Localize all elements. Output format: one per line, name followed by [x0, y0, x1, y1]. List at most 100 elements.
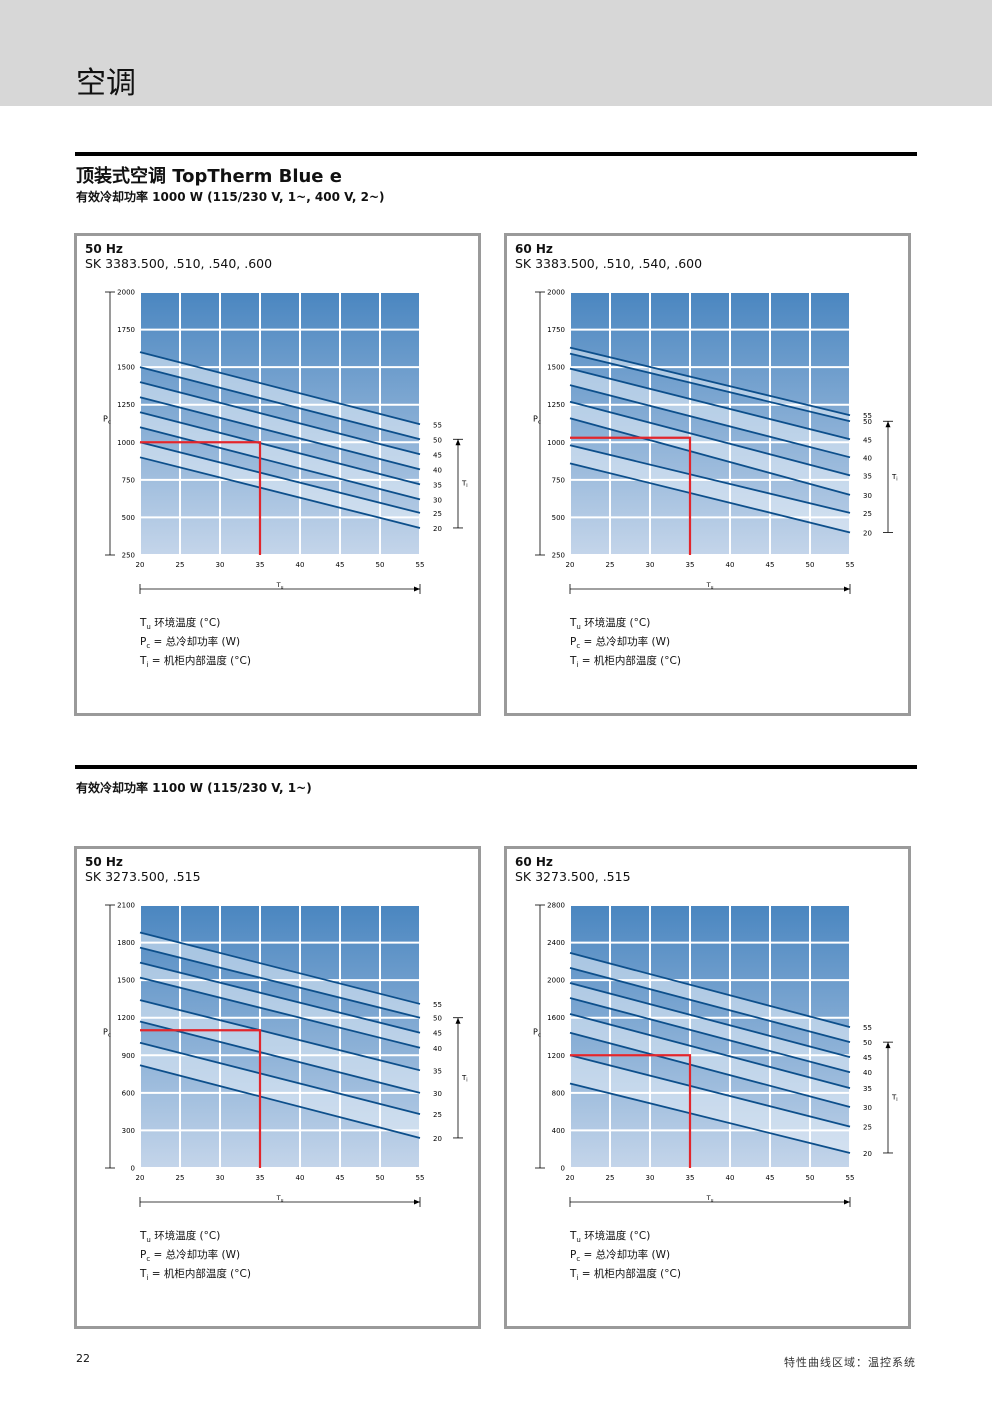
- x-axis-label: Tu: [706, 581, 714, 591]
- ti-label: 25: [863, 510, 872, 518]
- x-tick-label: 25: [606, 1174, 615, 1182]
- ti-axis-label: Ti: [891, 1094, 898, 1104]
- series-line-45: [569, 367, 851, 441]
- series-line-25: [569, 1054, 851, 1128]
- x-axis-arrow: [414, 1199, 420, 1205]
- ti-label: 45: [863, 436, 872, 444]
- series-line-35: [139, 999, 421, 1072]
- chart-model: SK 3383.500, .510, .540, .600: [85, 256, 273, 271]
- y-tick-label: 250: [122, 552, 135, 560]
- y-tick-label: 800: [552, 1089, 565, 1097]
- chart-title: 50 Hz: [85, 242, 123, 256]
- curve-band: [570, 445, 850, 533]
- curve-band: [570, 401, 850, 495]
- series-line-20: [569, 462, 851, 534]
- series-line-35: [569, 400, 851, 477]
- chart-model: SK 3273.500, .515: [515, 869, 631, 884]
- y-tick-label: 2000: [547, 977, 565, 985]
- x-axis-label: Tu: [276, 581, 284, 591]
- legend-ti: Ti = 机柜内部温度 (°C): [140, 654, 251, 673]
- chart-model: SK 3383.500, .510, .540, .600: [515, 256, 703, 271]
- x-tick-label: 50: [806, 561, 815, 569]
- ti-label: 40: [863, 1069, 872, 1077]
- legend-symbol: T: [570, 655, 577, 668]
- x-tick-label: 40: [296, 1174, 305, 1182]
- series-line-40: [569, 997, 851, 1074]
- legend-symbol: T: [570, 617, 577, 629]
- legend-text: 环境温度 (°C): [150, 1230, 221, 1242]
- x-tick-label: 40: [726, 1174, 735, 1182]
- legend-symbol: P: [140, 1249, 147, 1262]
- ti-label: 50: [433, 436, 442, 444]
- chart-panel-4: 60 Hz SK 3273.500, .515 Pc 0 400 800 1200 1600 2…: [504, 846, 911, 1329]
- x-tick-label: 35: [686, 1174, 695, 1182]
- legend-symbol: T: [140, 1268, 147, 1281]
- ti-label: 40: [433, 466, 442, 474]
- ti-label: 30: [433, 1090, 442, 1098]
- legend-tu: Tu 环境温度 (°C): [140, 616, 251, 635]
- chart-legend: Tu 环境温度 (°C) Pc = 总冷却功率 (W) Ti = 机柜内部温度 (°…: [570, 616, 681, 673]
- y-tick-label: 0: [561, 1165, 565, 1173]
- curve-band: [140, 1000, 420, 1093]
- section-rule-2: [75, 765, 917, 769]
- ti-label: 30: [433, 496, 442, 504]
- ti-label: 55: [863, 412, 872, 420]
- x-tick-label: 25: [606, 561, 615, 569]
- legend-text: = 机柜内部温度 (°C): [148, 655, 251, 668]
- series-line-20: [569, 1082, 851, 1154]
- operating-point-marker: [140, 1029, 262, 1168]
- series-line-55: [569, 346, 851, 417]
- ti-label: 30: [863, 492, 872, 500]
- chart-svg: Pc 250 500 750 1000 1250 1500 1750 2000 20 25 30 35 4…: [533, 289, 898, 594]
- ti-axis-label: Ti: [461, 480, 468, 490]
- curve-band: [140, 412, 420, 500]
- ti-axis-arrow: [885, 1042, 891, 1049]
- x-tick-label: 20: [566, 1174, 575, 1182]
- legend-pc: Pc = 总冷却功率 (W): [570, 1248, 681, 1267]
- header-bar: 空调: [0, 0, 992, 106]
- x-tick-label: 55: [846, 561, 855, 569]
- y-tick-label: 0: [131, 1165, 135, 1173]
- legend-tu: Tu 环境温度 (°C): [140, 1229, 251, 1248]
- y-tick-label: 2000: [547, 289, 565, 297]
- x-tick-label: 20: [136, 561, 145, 569]
- legend-text: = 机柜内部温度 (°C): [148, 1268, 251, 1281]
- y-tick-label: 750: [122, 476, 135, 484]
- ti-axis-label: Ti: [461, 1074, 468, 1084]
- legend-tu: Tu 环境温度 (°C): [570, 1229, 681, 1248]
- ti-label: 45: [433, 1030, 442, 1038]
- x-tick-label: 45: [766, 1174, 775, 1182]
- legend-subscript: c: [146, 642, 151, 651]
- series-line-50: [139, 946, 421, 1019]
- page-title: 顶装式空调 TopTherm Blue e: [76, 166, 342, 187]
- curve-band: [570, 952, 850, 1043]
- y-tick-label: 1000: [117, 439, 135, 447]
- ti-label: 40: [863, 454, 872, 462]
- series-line-30: [569, 417, 851, 496]
- ti-label: 25: [433, 510, 442, 518]
- x-tick-label: 30: [646, 1174, 655, 1182]
- y-tick-label: 750: [552, 476, 565, 484]
- y-axis-label: Pc: [533, 1028, 541, 1039]
- legend-subscript: i: [576, 1274, 579, 1283]
- legend-ti: Ti = 机柜内部温度 (°C): [570, 654, 681, 673]
- chart-legend: Tu 环境温度 (°C) Pc = 总冷却功率 (W) Ti = 机柜内部温度 (°…: [140, 1229, 251, 1286]
- ti-label: 50: [433, 1015, 442, 1023]
- x-tick-label: 30: [646, 561, 655, 569]
- ti-axis-arrow: [885, 421, 891, 428]
- x-tick-label: 25: [176, 561, 185, 569]
- legend-subscript: u: [146, 623, 151, 632]
- legend-subscript: u: [576, 1236, 581, 1245]
- x-tick-label: 40: [726, 561, 735, 569]
- series-line-55: [139, 931, 421, 1005]
- legend-symbol: P: [570, 636, 577, 649]
- legend-subscript: u: [146, 1236, 151, 1245]
- y-tick-label: 500: [552, 514, 565, 522]
- legend-symbol: T: [140, 1230, 147, 1242]
- x-tick-label: 50: [806, 1174, 815, 1182]
- legend-symbol: P: [570, 1249, 577, 1262]
- curve-band: [140, 932, 420, 1018]
- ti-label: 35: [433, 481, 442, 489]
- y-tick-label: 1600: [547, 1014, 565, 1022]
- y-tick-label: 1750: [117, 326, 135, 334]
